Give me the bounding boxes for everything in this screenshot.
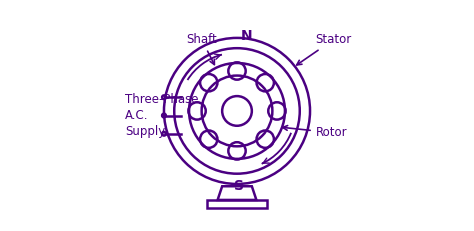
Text: N: N — [240, 29, 252, 43]
Text: Shaft: Shaft — [186, 33, 217, 65]
Text: Rotor: Rotor — [283, 126, 347, 139]
Text: Stator: Stator — [297, 33, 352, 65]
Text: S: S — [234, 179, 244, 193]
Text: Three-Phase
A.C.
Supply: Three-Phase A.C. Supply — [125, 93, 199, 138]
